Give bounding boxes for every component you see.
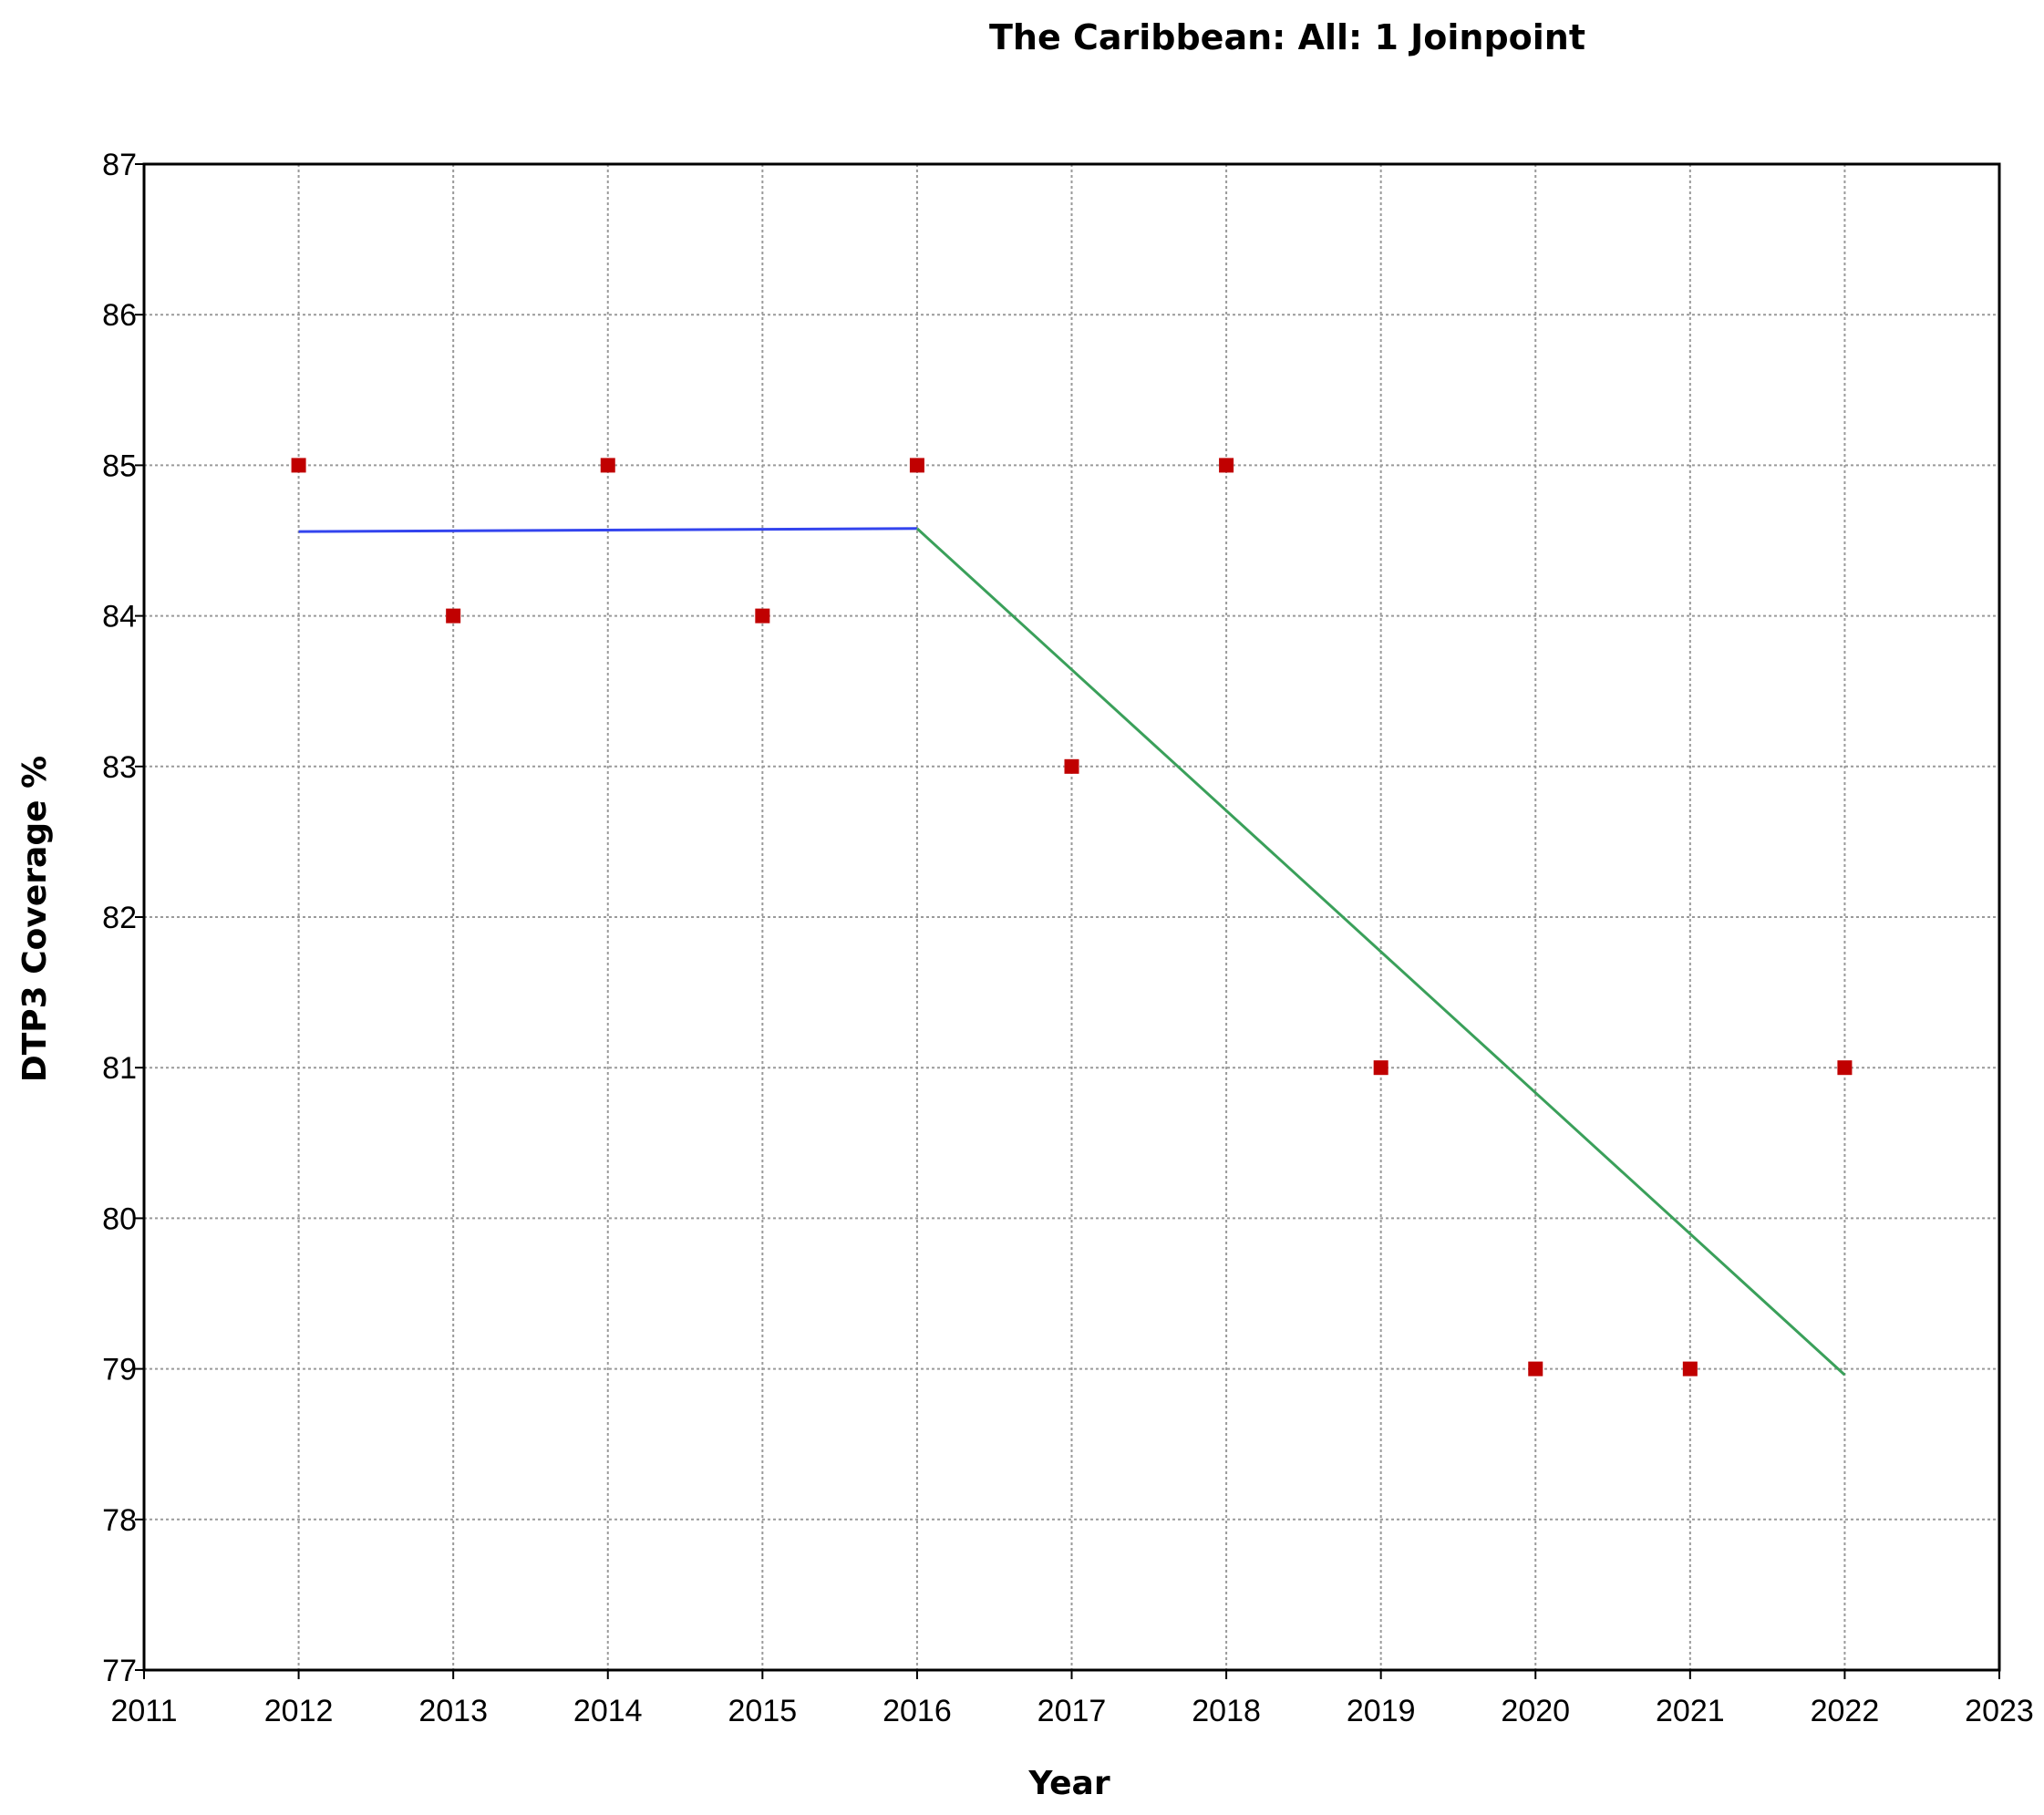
x-tick-label: 2017 — [1037, 1694, 1107, 1728]
x-tick-label: 2011 — [110, 1694, 177, 1728]
plot-frame — [142, 162, 2001, 1672]
observed-point — [1528, 1361, 1543, 1377]
observed-points — [291, 458, 1853, 1377]
observed-point — [1064, 758, 1079, 774]
grid — [143, 163, 2000, 1671]
trend-segments — [298, 527, 1846, 1377]
chart-title: The Caribbean: All: 1 Joinpoint — [989, 17, 1585, 57]
observed-point — [909, 458, 924, 473]
trend-segment — [915, 527, 1846, 1377]
y-tick-label: 80 — [102, 1201, 137, 1236]
y-axis-title: DTP3 Coverage % — [16, 756, 54, 1082]
observed-point — [1682, 1361, 1698, 1377]
observed-point — [600, 458, 615, 473]
x-tick-label: 2018 — [1192, 1694, 1261, 1728]
trend-segment — [298, 527, 917, 533]
y-tick-label: 86 — [102, 298, 137, 333]
x-tick-label: 2021 — [1656, 1694, 1725, 1728]
y-tick-label: 79 — [102, 1353, 137, 1387]
y-tick-label: 81 — [102, 1051, 137, 1086]
x-tick-label: 2012 — [264, 1694, 334, 1728]
y-tick-label: 83 — [102, 750, 137, 785]
observed-point — [755, 608, 770, 624]
y-tick-label: 78 — [102, 1503, 137, 1538]
x-tick-label: 2020 — [1501, 1694, 1570, 1728]
tick-labels: 2011 2012 2013 2014 2015 2016 2017 2018 2019 2020… — [102, 148, 2034, 1728]
observed-point — [1373, 1060, 1388, 1076]
y-tick-label: 82 — [102, 901, 137, 935]
y-tick-label: 85 — [102, 449, 137, 483]
x-tick-label: 2016 — [883, 1694, 952, 1728]
x-tick-label: 2013 — [418, 1694, 488, 1728]
y-tick-label: 87 — [102, 148, 137, 182]
observed-point — [1837, 1060, 1853, 1076]
y-tick-label: 77 — [102, 1654, 137, 1688]
x-tick-label: 2015 — [728, 1694, 798, 1728]
x-tick-label: 2014 — [573, 1694, 643, 1728]
observed-point — [291, 458, 306, 473]
observed-point — [446, 608, 461, 624]
x-axis-title: Year — [1027, 1765, 1110, 1802]
x-tick-label: 2022 — [1811, 1694, 1880, 1728]
x-tick-label: 2023 — [1965, 1694, 2034, 1728]
observed-point — [1219, 458, 1234, 473]
x-tick-label: 2019 — [1347, 1694, 1416, 1728]
y-tick-label: 84 — [102, 600, 137, 634]
